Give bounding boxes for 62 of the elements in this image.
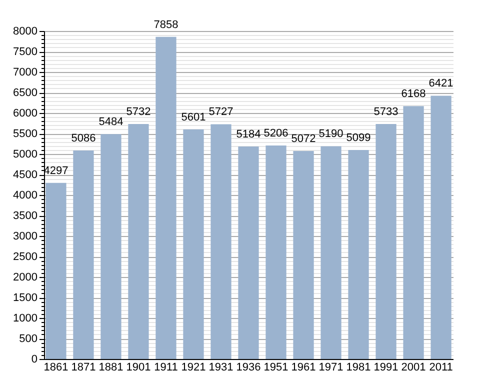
x-tick-label: 1871 <box>71 362 96 373</box>
x-tick-label: 1981 <box>346 362 371 373</box>
bar <box>73 150 94 359</box>
bar <box>266 146 286 359</box>
y-tick-label: 1500 <box>13 292 38 304</box>
data-label: 5732 <box>126 106 151 118</box>
y-tick-label: 2500 <box>13 251 38 263</box>
bar <box>348 150 369 359</box>
y-tick-label: 500 <box>19 333 38 345</box>
y-tick-label: 7500 <box>13 46 38 58</box>
x-tick-label: 1936 <box>236 362 261 373</box>
bar <box>46 182 66 359</box>
bar <box>156 36 176 359</box>
y-tick-label: 0 <box>31 354 38 366</box>
data-label: 7858 <box>154 18 178 31</box>
x-tick-label: 1911 <box>154 362 178 373</box>
bar <box>430 96 452 359</box>
y-tick-label: 4500 <box>13 169 38 181</box>
bar <box>403 106 424 359</box>
y-tick-label: 6000 <box>13 108 38 120</box>
bar <box>210 124 232 359</box>
y-tick-label: 3500 <box>13 210 38 222</box>
x-tick-label: 1861 <box>44 362 68 373</box>
data-label: 6168 <box>401 88 426 100</box>
bar <box>320 146 342 359</box>
bar <box>128 124 149 359</box>
y-tick-label: 8000 <box>13 26 38 38</box>
bar <box>183 129 204 359</box>
bar <box>100 134 122 359</box>
y-tick-label: 5500 <box>13 128 38 140</box>
data-label: 6421 <box>428 78 454 90</box>
data-label: 5072 <box>291 133 316 146</box>
data-label: 5086 <box>71 132 96 144</box>
x-tick-label: 2011 <box>429 362 453 373</box>
data-label: 5733 <box>374 106 398 118</box>
bar <box>238 146 259 359</box>
bar <box>293 151 314 359</box>
data-label: 4297 <box>44 164 68 177</box>
bar <box>376 124 396 359</box>
data-label: 5099 <box>346 132 371 144</box>
data-label: 5727 <box>208 106 234 118</box>
y-tick-label: 2000 <box>13 272 38 284</box>
data-label: 5484 <box>98 116 124 128</box>
data-label: 5190 <box>318 128 344 140</box>
y-tick-label: 6500 <box>13 87 38 99</box>
y-tick-label: 7000 <box>13 66 38 78</box>
data-label: 5184 <box>236 128 261 140</box>
x-tick-label: 1931 <box>208 362 234 373</box>
y-tick-label: 5000 <box>13 148 38 160</box>
x-tick-label: 1901 <box>126 362 151 373</box>
y-tick-label: 3000 <box>13 230 38 242</box>
x-tick-label: 1971 <box>318 362 344 373</box>
x-tick-label: 1991 <box>374 362 398 373</box>
y-tick-label: 1000 <box>13 312 38 324</box>
x-tick-label: 1881 <box>98 362 124 373</box>
x-tick-label: 1961 <box>291 362 316 373</box>
y-tick-label: 4000 <box>13 190 38 202</box>
data-label: 5601 <box>181 111 206 124</box>
data-label: 5206 <box>264 128 288 140</box>
x-tick-label: 2001 <box>401 362 426 373</box>
x-tick-label: 1951 <box>264 362 288 373</box>
x-tick-label: 1921 <box>181 362 206 373</box>
